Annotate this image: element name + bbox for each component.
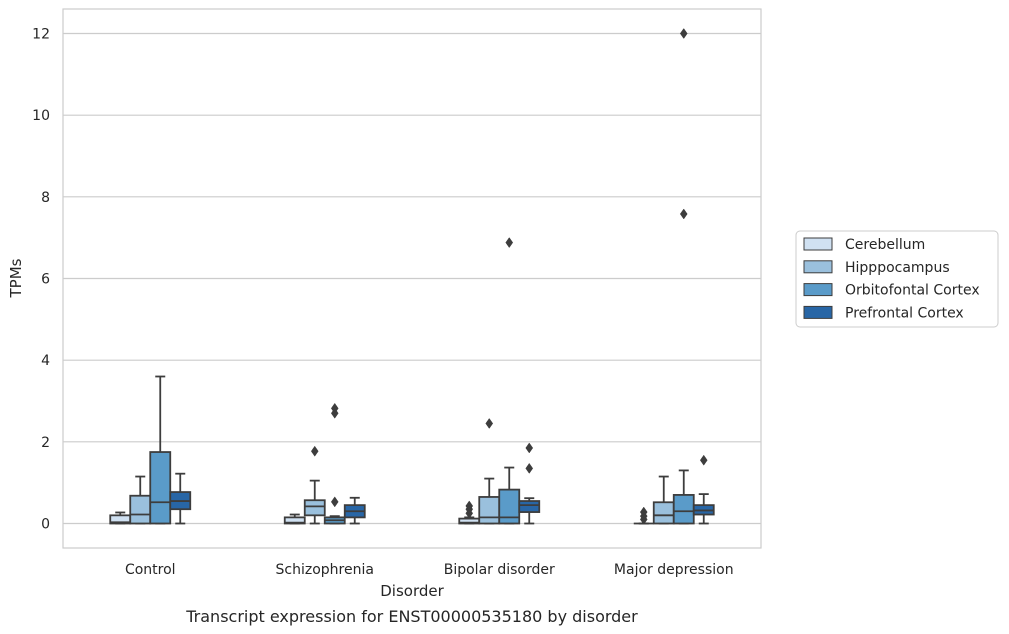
y-tick-label: 4 <box>41 353 50 369</box>
box <box>672 494 695 525</box>
box-group <box>633 506 654 525</box>
box <box>478 496 501 525</box>
box-group <box>343 496 366 525</box>
y-tick-labels: 0 2 4 6 8 10 12 <box>32 27 50 533</box>
chart-caption: Transcript expression for ENST0000053518… <box>185 607 638 626</box>
x-tick-labels: Control Schizophrenia Bipolar disorder Majo… <box>125 562 734 578</box>
outlier-point <box>525 442 534 454</box>
legend-swatch <box>803 283 833 297</box>
legend-label: Hipppocampus <box>845 260 950 276</box>
y-tick-label: 8 <box>41 190 50 206</box>
legend-label: Cerebellum <box>845 237 925 253</box>
box <box>303 499 326 517</box>
plot-frame <box>62 8 762 549</box>
x-tick-label: Major depression <box>614 562 734 578</box>
box-group <box>652 475 675 525</box>
legend-swatch <box>803 305 833 319</box>
outlier-point <box>505 237 514 249</box>
x-tick-label: Schizophrenia <box>276 562 374 578</box>
box-group <box>283 513 306 525</box>
outlier-point <box>679 208 688 220</box>
outlier-point <box>465 500 474 512</box>
outlier-point <box>310 445 319 457</box>
y-tick-label: 2 <box>41 435 50 451</box>
outlier-point <box>639 506 648 518</box>
box <box>149 451 172 525</box>
legend-swatch <box>803 237 833 251</box>
box <box>129 494 152 525</box>
box-group <box>303 445 326 525</box>
legend-frame <box>795 230 999 328</box>
box <box>498 488 521 525</box>
boxes <box>109 28 715 525</box>
box-group <box>458 500 481 525</box>
box <box>518 500 541 513</box>
gridlines <box>63 32 761 525</box>
y-tick-label: 6 <box>41 272 50 288</box>
box-group <box>129 475 152 525</box>
box-group <box>692 454 715 525</box>
legend-swatch <box>803 260 833 274</box>
y-axis-label: TPMs <box>7 258 25 298</box>
y-tick-label: 10 <box>32 108 50 124</box>
y-tick-label: 0 <box>41 517 50 533</box>
outlier-point <box>330 402 339 414</box>
x-tick-label: Bipolar disorder <box>444 562 555 578</box>
box-group <box>149 375 172 525</box>
x-axis-label: Disorder <box>380 582 444 600</box>
box <box>652 501 675 525</box>
legend-label: Orbitofontal Cortex <box>845 283 980 299</box>
box-group <box>518 442 541 525</box>
box-group <box>498 237 521 525</box>
outlier-point <box>525 462 534 474</box>
box-group <box>169 472 192 525</box>
legend-label: Prefrontal Cortex <box>845 305 964 321</box>
box-group <box>672 28 695 525</box>
box-group <box>478 418 501 525</box>
outlier-point <box>330 496 339 508</box>
outlier-point <box>699 454 708 466</box>
box-group <box>109 511 132 525</box>
legend: Cerebellum Hipppocampus Orbitofontal Corte… <box>795 230 999 328</box>
outlier-point <box>679 28 688 39</box>
outlier-point <box>485 418 494 429</box>
x-tick-label: Control <box>125 562 176 578</box>
box-group <box>323 402 346 525</box>
y-tick-label: 12 <box>32 27 50 43</box>
